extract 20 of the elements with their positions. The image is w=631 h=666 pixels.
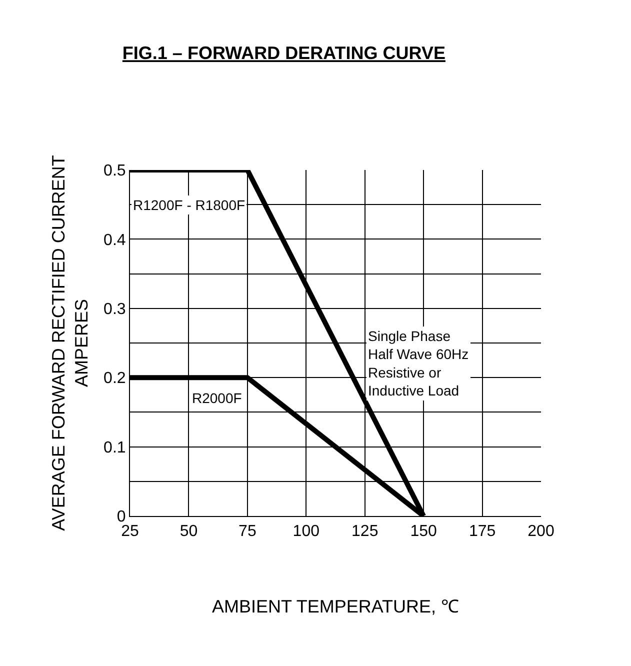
y-axis-title: AVERAGE FORWARD RECTIFIED CURRENT AMPERES: [48, 155, 92, 531]
x-tick-label: 175: [468, 523, 496, 540]
y-tick-label: 0.2: [104, 370, 126, 388]
y-tick-label: 0: [116, 508, 126, 526]
x-tick-label: 200: [528, 523, 554, 540]
x-tick-label: 125: [352, 523, 378, 540]
series-label: R2000F: [192, 390, 242, 406]
x-tick-label: 25: [121, 523, 139, 540]
chart-title: FIG.1 – FORWARD DERATING CURVE: [122, 43, 446, 64]
series-label: R1200F - R1800F: [133, 197, 246, 213]
x-tick-label: 100: [292, 523, 320, 540]
x-tick-label: 50: [180, 523, 198, 540]
x-tick-label: 75: [238, 523, 256, 540]
y-tick-label: 0.1: [104, 439, 126, 456]
y-tick-label: 0.4: [104, 232, 126, 249]
annotation: Single Phase Half Wave 60Hz Resistive or Inductive Load: [368, 328, 469, 399]
x-tick-label: 150: [410, 523, 438, 540]
y-tick-label: 0.3: [104, 301, 126, 318]
y-tick-label: 0.5: [104, 162, 126, 180]
x-axis-title: AMBIENT TEMPERATURE, ℃: [212, 596, 460, 616]
